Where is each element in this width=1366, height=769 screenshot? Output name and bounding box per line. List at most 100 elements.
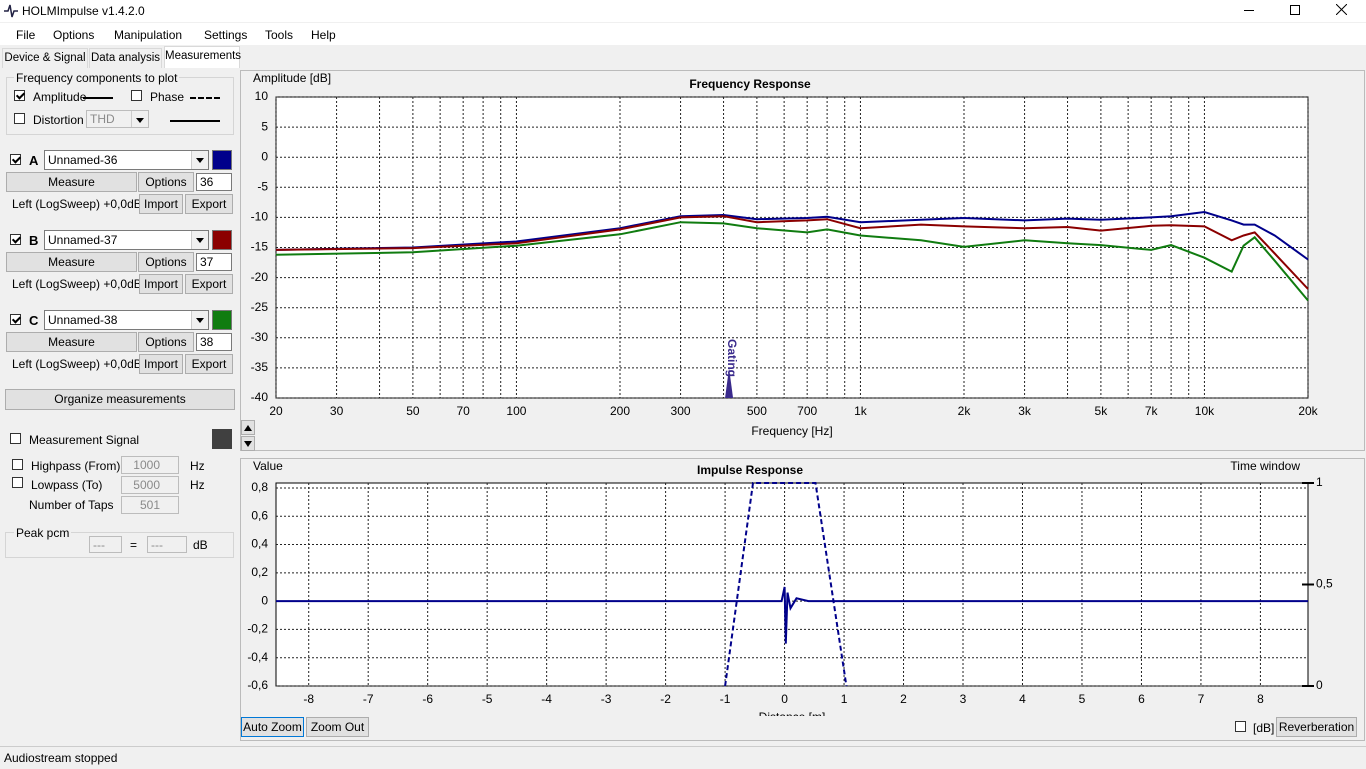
y2-axis-label: Time window [1230,459,1300,473]
taps-label: Number of Taps [29,498,114,512]
y-tick-label: 10 [255,89,269,103]
number-input[interactable]: 36 [196,173,232,191]
y-tick-label: -20 [251,270,269,284]
number-input[interactable]: 38 [196,333,232,351]
options-button[interactable]: Options [138,172,194,192]
distortion-checkbox[interactable] [14,113,25,124]
x-tick-label: 5k [1095,404,1109,418]
lowpass-label: Lowpass (To) [31,478,103,492]
measurement-select[interactable]: Unnamed-36 [44,150,209,170]
measure-button[interactable]: Measure [6,252,137,272]
x-tick-label: 10k [1195,404,1215,418]
close-button[interactable] [1336,4,1347,15]
status-text: Audiostream stopped [4,751,118,765]
menu-item[interactable]: Settings [204,28,248,42]
x-tick-label: -5 [482,692,493,706]
tab[interactable]: Device & Signal [2,48,88,68]
tab-active[interactable]: Measurements [164,46,241,68]
x-tick-label: 100 [506,404,526,418]
measurement-color[interactable] [212,230,232,250]
frequency-chart: Frequency Response Amplitude [dB] Frequenc… [251,71,1319,438]
group-title: Frequency components to plot [14,71,180,85]
measurement-select[interactable]: Unnamed-37 [44,230,209,250]
restore-button[interactable] [1290,5,1300,15]
measure-button[interactable]: Measure [6,332,137,352]
signal-color[interactable] [212,429,232,449]
number-input[interactable]: 37 [196,253,232,271]
plot-area [275,482,1309,687]
taps-input[interactable]: 501 [121,496,179,514]
x-tick-label: 50 [406,404,420,418]
distortion-select[interactable]: THD [86,110,149,128]
organize-button[interactable]: Organize measurements [5,389,235,410]
x-tick-label: 2 [900,692,907,706]
x-tick-label: 4 [1019,692,1026,706]
signal-label: Measurement Signal [29,433,140,447]
select-text: Unnamed-37 [48,233,118,247]
tab[interactable]: Data analysis [89,48,162,68]
peak-label: Peak pcm [14,526,72,540]
x-tick-label: 700 [797,404,817,418]
hz-unit: Hz [190,478,205,492]
amplitude-checkbox[interactable] [14,90,25,101]
y-tick-label: 0,4 [251,537,268,551]
options-button[interactable]: Options [138,252,194,272]
y2-tick-label: 1 [1316,475,1323,489]
x-tick-label: 20k [1298,404,1318,418]
signal-checkbox[interactable] [10,433,21,444]
import-button[interactable]: Import [139,354,183,374]
phase-checkbox[interactable] [131,90,142,101]
x-tick-label: 3 [960,692,967,706]
info-text: Left (LogSweep) +0,0dB [12,197,142,211]
options-button[interactable]: Options [138,332,194,352]
menu-item[interactable]: File [16,28,36,42]
minimize-button[interactable] [1244,10,1254,11]
arrow-down-button[interactable] [241,436,255,451]
dashed-line-icon [190,97,220,99]
x-tick-label: 500 [747,404,767,418]
y-tick-label: -10 [251,210,269,224]
import-button[interactable]: Import [139,274,183,294]
menu-item[interactable]: Help [311,28,336,42]
menu-item[interactable]: Manipulation [114,28,183,42]
highpass-checkbox[interactable] [12,459,23,470]
status-bar [0,746,1366,769]
db-label: [dB] [1253,721,1275,735]
measure-button[interactable]: Measure [6,172,137,192]
down-icon [244,441,252,447]
import-button[interactable]: Import [139,194,183,214]
export-button[interactable]: Export [185,354,233,374]
x-tick-label: 5 [1079,692,1086,706]
y-tick-label: -5 [257,179,268,193]
menu-item[interactable]: Options [53,28,95,42]
x-tick-label: 2k [958,404,972,418]
measurement-checkbox[interactable] [10,314,21,325]
tab-strip: Device & Signal Data analysis Measurements [0,46,241,68]
reverberation-button[interactable]: Reverberation [1276,717,1357,737]
lowpass-input[interactable]: 5000 [121,476,179,494]
measurement-color[interactable] [212,310,232,330]
dropdown-arrow [191,231,208,249]
measurement-color[interactable] [212,150,232,170]
db-checkbox[interactable] [1235,721,1246,732]
x-tick-label: -2 [660,692,671,706]
auto-zoom-button[interactable]: Auto Zoom [241,717,304,737]
export-button[interactable]: Export [185,194,233,214]
measurement-checkbox[interactable] [10,234,21,245]
lowpass-checkbox[interactable] [12,477,23,488]
menu-bar: File Options Manipulation Settings Tools Help [0,23,1366,45]
y-tick-label: 0,8 [251,480,268,494]
arrow-up-button[interactable] [241,420,255,435]
chart-title: Impulse Response [697,463,803,477]
measurement-checkbox[interactable] [10,154,21,165]
y-tick-label: 5 [261,119,268,133]
menu-item[interactable]: Tools [265,28,294,42]
x-tick-label: -8 [303,692,314,706]
measurement-select[interactable]: Unnamed-38 [44,310,209,330]
gating-label: Gating [725,339,739,377]
export-button[interactable]: Export [185,274,233,294]
zoom-out-button[interactable]: Zoom Out [306,717,369,737]
db-unit: dB [193,538,208,552]
highpass-input[interactable]: 1000 [121,456,179,474]
x-tick-label: 20 [269,404,283,418]
